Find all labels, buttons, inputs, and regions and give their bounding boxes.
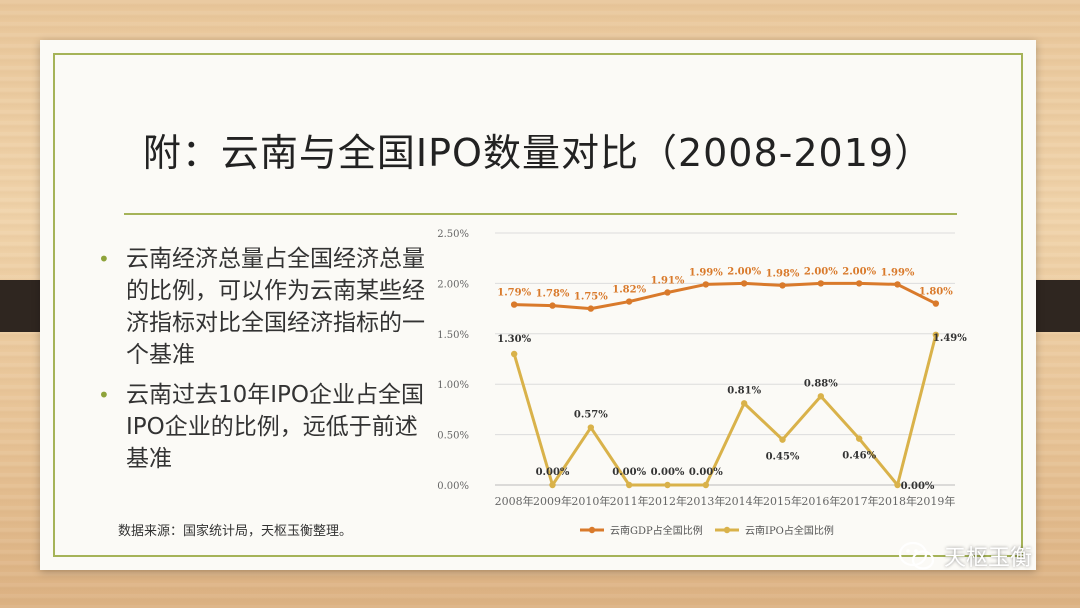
bullet-dot-icon: • [98, 383, 110, 407]
gdp-data-point [779, 282, 786, 289]
bullet-item: • 云南过去10年IPO企业占全国IPO企业的比例，远低于前述基准 [98, 379, 428, 475]
ipo-data-point [549, 481, 556, 489]
gdp-data-point [855, 280, 863, 287]
legend-marker [723, 526, 731, 534]
x-tick-label: 2018年 [878, 494, 917, 508]
x-tick-label: 2013年 [686, 494, 725, 508]
gdp-data-point [894, 281, 901, 288]
gdp-series-line [514, 281, 937, 311]
gdp-data-label: 1.79% [497, 288, 531, 299]
slide: 附：云南与全国IPO数量对比（2008-2019） • 云南经济总量占全国经济总… [40, 40, 1036, 570]
legend-marker [588, 526, 596, 534]
x-tick-label: 2014年 [725, 494, 764, 508]
bullet-text: 云南过去10年IPO企业占全国IPO企业的比例，远低于前述基准 [126, 382, 425, 472]
y-tick-label: 2.50% [437, 229, 469, 240]
ipo-series-line [512, 334, 938, 487]
ipo-data-label: 0.00% [689, 467, 723, 478]
ipo-data-label: 0.88% [804, 378, 838, 389]
x-tick-label: 2016年 [801, 494, 840, 508]
ipo-data-point [587, 424, 595, 431]
bullet-dot-icon: • [98, 247, 110, 271]
data-source-note: 数据来源：国家统计局，天枢玉衡整理。 [118, 524, 353, 539]
ipo-data-label: 0.00% [651, 467, 685, 478]
gdp-data-label: 1.91% [651, 275, 685, 286]
ipo-data-point [894, 481, 901, 489]
gdp-data-label: 1.75% [574, 292, 608, 303]
y-tick-label: 0.50% [437, 431, 469, 442]
bullet-text: 云南经济总量占全国经济总量的比例，可以作为云南某些经济指标对比全国经济指标的一个… [126, 246, 425, 368]
ipo-data-point [740, 400, 748, 407]
title-divider [124, 213, 957, 215]
x-tick-label: 2012年 [648, 494, 687, 508]
gdp-data-label: 2.00% [842, 266, 876, 277]
ipo-data-label: 0.81% [727, 385, 761, 396]
gdp-data-point [664, 289, 671, 296]
legend-gdp-label: 云南GDP占全国比例 [610, 524, 703, 537]
gdp-data-label: 1.82% [612, 285, 646, 296]
ipo-data-point [779, 436, 786, 443]
ipo-data-label: 0.00% [536, 467, 570, 478]
y-tick-label: 2.00% [437, 279, 469, 290]
ipo-data-label: 0.57% [574, 410, 608, 421]
x-tick-label: 2009年 [533, 494, 572, 508]
ipo-data-label: 0.45% [766, 452, 800, 463]
gdp-data-label: 1.99% [689, 267, 723, 278]
bullet-item: • 云南经济总量占全国经济总量的比例，可以作为云南某些经济指标对比全国经济指标的… [98, 243, 428, 371]
ipo-data-point [932, 331, 940, 339]
gdp-data-label: 1.80% [919, 287, 953, 298]
ipo-data-point [817, 393, 825, 400]
gdp-data-label: 2.00% [804, 266, 838, 277]
x-tick-label: 2010年 [571, 494, 610, 508]
gdp-data-label: 2.00% [727, 266, 761, 277]
x-tick-label: 2017年 [840, 494, 879, 508]
y-tick-label: 1.00% [437, 380, 469, 391]
watermark-text: 天枢玉衡 [944, 546, 1033, 571]
gdp-data-label: 1.98% [766, 268, 800, 279]
gdp-data-point [549, 302, 556, 309]
gdp-data-point [587, 305, 595, 312]
ipo-data-point [702, 481, 710, 489]
ipo-data-label: 0.46% [842, 451, 876, 462]
x-tick-label: 2019年 [916, 494, 955, 508]
gdp-data-point [932, 300, 940, 307]
gdp-data-point [510, 301, 518, 308]
slide-title: 附：云南与全国IPO数量对比（2008-2019） [142, 131, 934, 175]
x-tick-label: 2008年 [495, 494, 534, 508]
watermark: 天枢玉衡 [898, 540, 1032, 572]
ipo-data-point [855, 435, 863, 442]
line-chart: 0.00% 0.50% 1.00% 1.50% 2.00% 2.50% 2008年 2009年… [437, 229, 967, 537]
ipo-data-label: 0.00% [901, 481, 935, 492]
gdp-data-label: 1.99% [881, 267, 915, 278]
ipo-data-point [664, 481, 671, 489]
gdp-data-point [702, 281, 710, 288]
gdp-data-point [740, 280, 748, 287]
gdp-data-point [625, 298, 633, 305]
slide-border [53, 53, 1023, 557]
bullet-list: • 云南经济总量占全国经济总量的比例，可以作为云南某些经济指标对比全国经济指标的… [98, 243, 428, 483]
wechat-icon [898, 541, 935, 570]
x-tick-label: 2015年 [763, 494, 802, 508]
legend-ipo-label: 云南IPO占全国比例 [745, 524, 834, 537]
gdp-data-label: 1.78% [536, 289, 570, 300]
ipo-data-label: 1.49% [933, 333, 967, 344]
y-tick-label: 0.00% [437, 481, 469, 492]
right-strap [1032, 280, 1080, 332]
ipo-data-label: 1.30% [497, 334, 531, 345]
ipo-data-point [510, 350, 518, 358]
gdp-data-point [817, 280, 825, 287]
x-tick-label: 2011年 [610, 494, 649, 508]
ipo-data-point [625, 481, 633, 489]
ipo-data-label: 0.00% [612, 467, 646, 478]
y-tick-label: 1.50% [437, 330, 469, 341]
